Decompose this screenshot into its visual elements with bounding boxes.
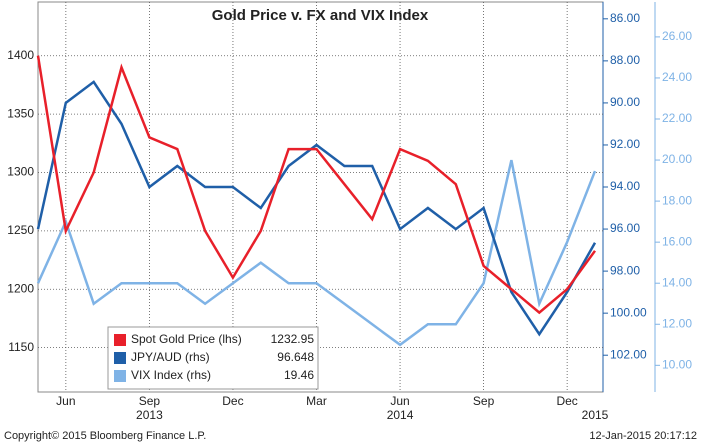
legend-value: 19.46 [284,368,314,382]
y-tick-label: 1350 [7,106,34,120]
legend-label: VIX Index (rhs) [131,368,211,382]
y3-tick-label: 16.00 [662,234,692,248]
legend-label: JPY/AUD (rhs) [131,350,210,364]
y3-tick-label: 12.00 [662,316,692,330]
y2-tick-label: 102.00 [610,347,647,361]
series-line [36,159,597,347]
series-line [36,55,597,315]
series-line [36,80,597,337]
y2-tick-label: 98.00 [610,263,640,277]
legend-box [107,326,319,390]
legend-value: 96.648 [277,350,314,364]
y2-tick-label: 100.00 [610,305,647,319]
x-tick-label: Jun [390,394,409,408]
y2-tick-label: 88.00 [610,53,640,67]
x-year-label: 2014 [387,408,414,422]
y3-tick-label: 18.00 [662,193,692,207]
y3-tick-label: 26.00 [662,29,692,43]
legend-label: Spot Gold Price (lhs) [131,332,242,346]
y2-tick-label: 96.00 [610,221,640,235]
y3-tick-label: 20.00 [662,152,692,166]
x-year-label: 2015 [582,408,609,422]
chart-title: Gold Price v. FX and VIX Index [212,7,429,24]
y-tick-label: 1300 [7,165,34,179]
footer-right: 12-Jan-2015 20:17:12 [589,430,697,442]
x-tick-label: Sep [473,394,495,408]
y-tick-label: 1400 [7,48,34,62]
y2-tick-label: 92.00 [610,137,640,151]
y-tick-label: 1250 [7,223,34,237]
y2-tick-label: 86.00 [610,11,640,25]
x-tick-label: Sep [139,394,161,408]
legend-value: 1232.95 [271,332,315,346]
footer-left: Copyright© 2015 Bloomberg Finance L.P. [4,430,206,442]
legend-swatch [114,352,126,364]
y2-tick-label: 90.00 [610,95,640,109]
y3-tick-label: 14.00 [662,275,692,289]
y3-tick-label: 22.00 [662,111,692,125]
x-tick-label: Jun [56,394,75,408]
x-year-label: 2013 [136,408,163,422]
x-tick-label: Dec [222,394,243,408]
y2-tick-label: 94.00 [610,179,640,193]
x-tick-label: Mar [306,394,327,408]
x-tick-label: Dec [556,394,577,408]
y3-tick-label: 24.00 [662,70,692,84]
y-tick-label: 1200 [7,281,34,295]
legend-swatch [114,370,126,382]
legend-swatch [114,334,126,346]
y-tick-label: 1150 [8,340,34,354]
y3-tick-label: 10.00 [662,357,692,371]
